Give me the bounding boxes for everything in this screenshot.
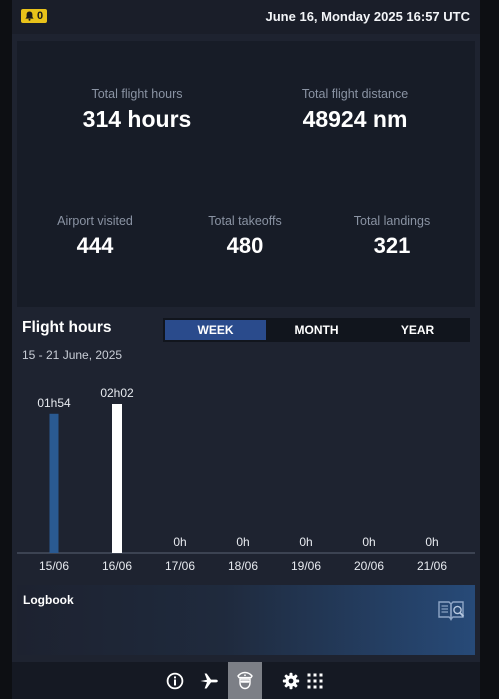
stat-total-flight-hours: Total flight hours 314 hours <box>72 87 202 133</box>
app-frame: 0 June 16, Monday 2025 16:57 UTC Total f… <box>12 0 480 699</box>
chart-x-tick-label: 16/06 <box>102 559 132 573</box>
stat-label: Total landings <box>353 214 431 228</box>
top-status-bar: 0 June 16, Monday 2025 16:57 UTC <box>12 0 480 34</box>
chart-x-tick-label: 15/06 <box>39 559 69 573</box>
logbook-title: Logbook <box>23 593 74 607</box>
flight-hours-chart: 01h54 15/06 02h02 16/06 0h 17/06 0h 18/06 0h 19/0… <box>17 370 475 580</box>
stat-value: 480 <box>226 233 264 258</box>
nav-item-pilot[interactable] <box>228 662 262 699</box>
logbook-card[interactable]: Logbook <box>17 585 475 655</box>
stat-value: 444 <box>76 233 114 258</box>
chart-data-label: 01h54 <box>37 396 71 410</box>
pilot-icon <box>237 671 253 689</box>
nav-item-flights[interactable] <box>192 662 226 699</box>
gear-icon <box>282 672 300 689</box>
flight-hours-title: Flight hours <box>22 319 112 336</box>
stat-airport-visited: Airport visited 444 <box>47 214 143 259</box>
stat-label: Total flight distance <box>301 87 409 101</box>
tab-week[interactable]: WEEK <box>165 320 266 340</box>
chart-bar <box>112 404 122 553</box>
stat-total-landings: Total landings 321 <box>342 214 442 259</box>
stat-total-flight-distance: Total flight distance 48924 nm <box>287 87 423 133</box>
stat-value: 321 <box>373 233 411 258</box>
notification-badge[interactable]: 0 <box>21 9 48 23</box>
chart-data-label: 0h <box>425 535 438 549</box>
stat-label: Total flight hours <box>91 87 183 101</box>
chart-bar <box>49 413 59 553</box>
stat-total-takeoffs: Total takeoffs 480 <box>195 214 295 259</box>
chart-data-label: 0h <box>236 535 249 549</box>
airplane-icon <box>200 673 218 688</box>
tab-month[interactable]: MONTH <box>294 323 339 337</box>
logbook-search-icon <box>438 601 465 621</box>
stat-value: 314 hours <box>82 106 192 132</box>
nav-item-apps[interactable] <box>298 662 332 699</box>
bell-icon <box>25 11 34 21</box>
grid-icon <box>307 673 323 688</box>
chart-x-tick-label: 21/06 <box>417 559 447 573</box>
flight-hours-chart-svg: 01h54 15/06 02h02 16/06 0h 17/06 0h 18/06 0h 19/0… <box>17 386 475 573</box>
stats-card: Total flight hours 314 hours Total fligh… <box>17 41 475 307</box>
flight-hours-date-range: 15 - 21 June, 2025 <box>22 348 123 362</box>
info-icon <box>166 672 184 689</box>
chart-x-tick-label: 20/06 <box>354 559 384 573</box>
stat-value: 48924 nm <box>302 106 408 132</box>
current-datetime: June 16, Monday 2025 16:57 UTC <box>265 9 470 24</box>
chart-data-label: 02h02 <box>100 386 134 400</box>
notification-count: 0 <box>37 10 44 22</box>
chart-x-tick-label: 19/06 <box>291 559 321 573</box>
chart-data-label: 0h <box>173 535 186 549</box>
nav-item-settings[interactable] <box>274 662 308 699</box>
chart-x-tick-label: 18/06 <box>228 559 258 573</box>
chart-data-label: 0h <box>362 535 375 549</box>
chart-data-label: 0h <box>299 535 312 549</box>
bottom-nav <box>12 662 480 699</box>
stat-label: Total takeoffs <box>208 214 282 228</box>
stat-label: Airport visited <box>57 214 133 228</box>
tab-year[interactable]: YEAR <box>400 323 435 337</box>
nav-item-info[interactable] <box>158 662 192 699</box>
chart-x-tick-label: 17/06 <box>165 559 195 573</box>
period-selector: WEEK MONTH YEAR <box>163 318 470 342</box>
